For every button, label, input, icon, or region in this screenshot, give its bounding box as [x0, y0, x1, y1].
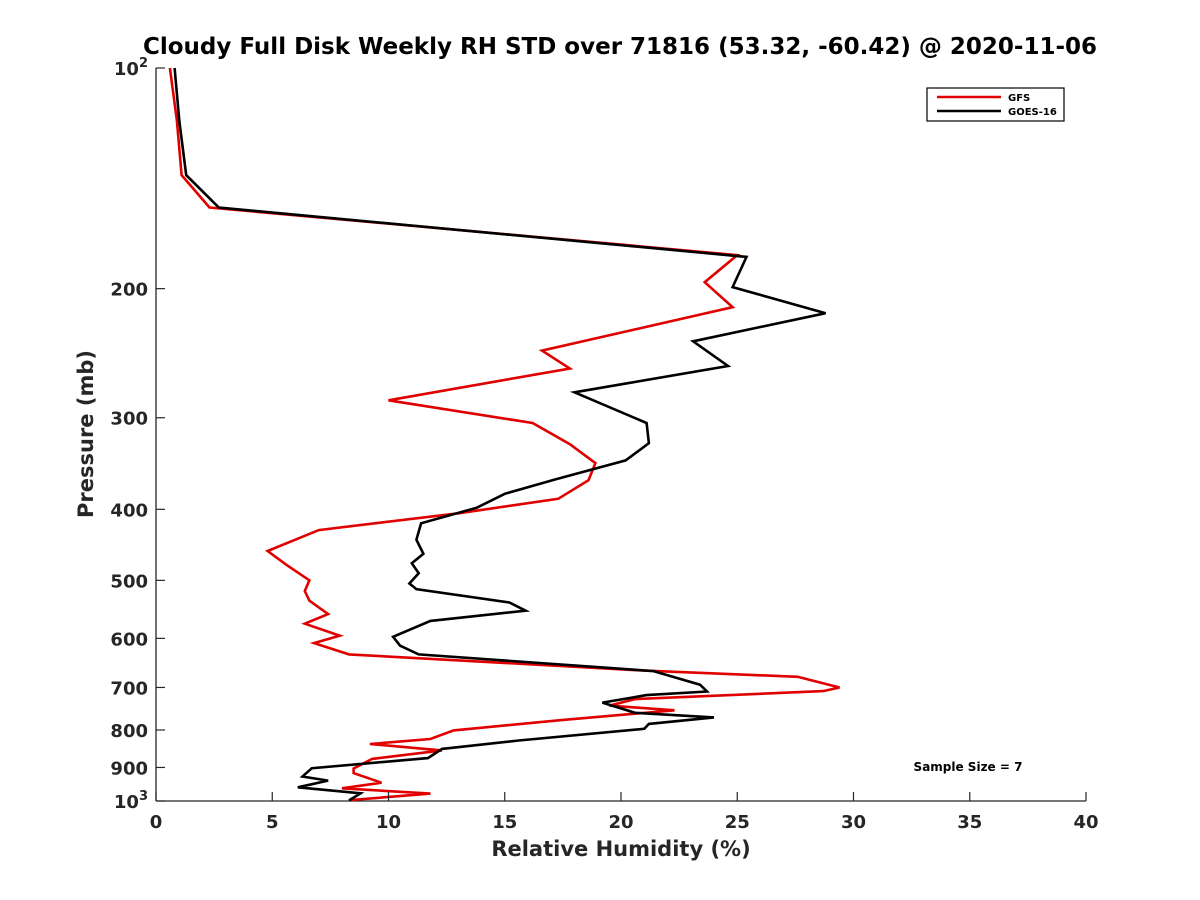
x-ticks: 0 5 10 15 20 25 30 35 40 [150, 792, 1099, 833]
x-tick-label: 25 [725, 812, 750, 833]
legend-box [926, 87, 1065, 122]
sample-size-annotation: Sample Size = 7 [914, 760, 1023, 774]
x-tick-label: 35 [957, 812, 982, 833]
x-tick-label: 20 [608, 812, 633, 833]
y-tick-label: 600 [110, 629, 148, 650]
y-tick-label: 300 [110, 409, 148, 430]
x-tick-label: 15 [492, 812, 517, 833]
series-line-goes-16 [173, 67, 826, 802]
series-layer [168, 67, 840, 802]
chart-title: Cloudy Full Disk Weekly RH STD over 7181… [143, 34, 1097, 60]
legend-label-goes-16: GOES-16 [1008, 107, 1057, 118]
x-tick-label: 5 [266, 812, 279, 833]
x-tick-label: 40 [1073, 812, 1098, 833]
y-tick-label: 800 [110, 721, 148, 742]
series-line-gfs [168, 67, 840, 802]
legend-label-gfs: GFS [1008, 93, 1030, 104]
y-tick-label: 700 [110, 678, 148, 699]
y-tick-label: 200 [110, 280, 148, 301]
y-tick-label: 400 [110, 500, 148, 521]
y-ticks: 102 200 300 400 500 600 700 800 900 103 [110, 56, 165, 813]
y-axis-label: Pressure (mb) [74, 350, 98, 518]
plot-area: 0 5 10 15 20 25 30 35 40 102 200 300 400 500 600 700 80… [110, 56, 1098, 833]
x-tick-label: 10 [376, 812, 401, 833]
y-tick-label: 102 [114, 56, 148, 80]
y-tick-label: 103 [114, 789, 148, 813]
x-axis-label: Relative Humidity (%) [491, 837, 750, 861]
legend: GFS GOES-16 [926, 87, 1065, 122]
y-tick-label: 900 [110, 758, 148, 779]
x-tick-label: 0 [150, 812, 163, 833]
legend-items: GFS GOES-16 [937, 93, 1057, 118]
x-tick-label: 30 [841, 812, 866, 833]
plot-frame [156, 68, 1086, 801]
y-tick-label: 500 [110, 571, 148, 592]
